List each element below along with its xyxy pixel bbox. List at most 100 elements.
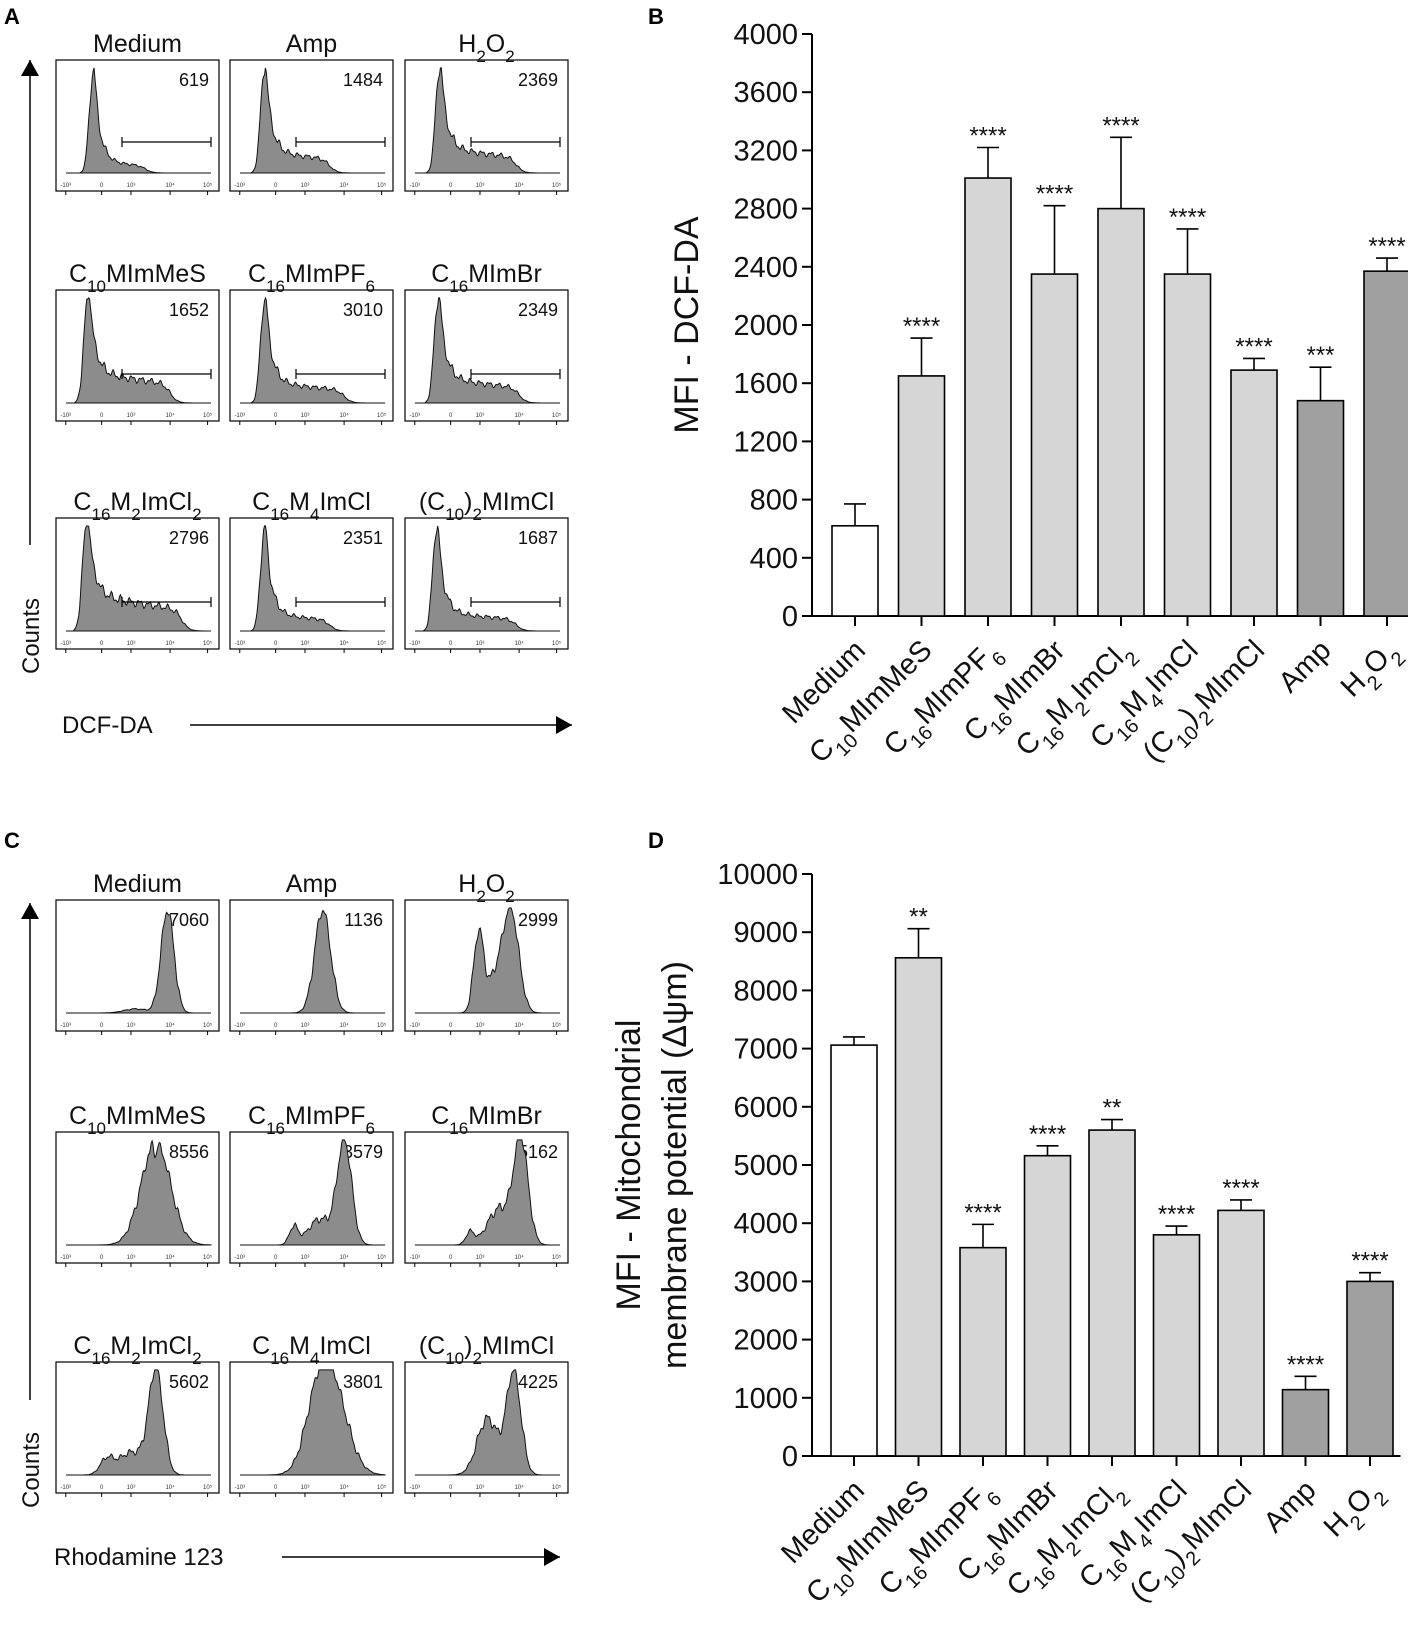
histogram-curve-c16mimpf6 (240, 1139, 385, 1246)
histogram-curve-c16m2imcl2 (66, 525, 211, 632)
histogram-tick-label: 0 (100, 413, 104, 419)
histogram-mfi-amp: 1484 (343, 70, 383, 90)
histogram-tick-label: 10³ (476, 183, 485, 189)
histogram-tick-label: 10⁵ (552, 412, 562, 419)
histogram-tick-label: 0 (100, 1485, 104, 1491)
significance-c16mimpf6: **** (969, 122, 1006, 149)
bar-c10mimmes (897, 375, 946, 617)
x-tick-label-amp: Amp (1258, 1474, 1323, 1539)
histogram-tick-label: -10³ (234, 1023, 245, 1029)
histogram-tick-label: 10³ (127, 1485, 136, 1491)
histogram-title-c16m4imcl: C16M4ImCl (252, 488, 371, 524)
histogram-tick-label: 10⁵ (377, 1484, 387, 1491)
histogram-mfi-h2o2: 2999 (518, 910, 558, 930)
y-axis-title-line2: membrane potential (Δψm) (656, 961, 694, 1369)
histogram-mfi-c10mimmes: 1652 (169, 300, 209, 320)
panel-letter-c: C (4, 828, 20, 853)
y-tick-label-6000: 6000 (733, 1092, 798, 1124)
histogram-tick-label: -10³ (409, 413, 420, 419)
x-tick-label-h2o2: H2O2 (1318, 1474, 1393, 1549)
histogram-curve-h2o2 (415, 67, 560, 174)
histogram-curve-c10-2mimcl (415, 1369, 560, 1476)
histogram-tick-label: -10³ (234, 1485, 245, 1491)
histogram-curve-c16m4imcl (240, 525, 385, 632)
histogram-tick-label: 0 (274, 413, 278, 419)
histogram-tick-label: 10⁴ (514, 640, 524, 647)
histogram-title-c16m2imcl2: C16M2ImCl2 (73, 488, 201, 524)
bar-medium (831, 524, 879, 617)
histogram-tick-label: 0 (449, 1255, 453, 1261)
bar-h2o2 (1346, 1280, 1394, 1457)
histogram-tick-label: 0 (449, 183, 453, 189)
histogram-tick-label: 10⁴ (339, 1484, 349, 1491)
histogram-tick-label: 10⁴ (339, 412, 349, 419)
histogram-title-c16mimbr: C16MImBr (431, 1102, 542, 1138)
histogram-tick-label: 10³ (301, 1485, 310, 1491)
panel-letter-a: A (4, 4, 20, 29)
panel-letter-d: D (648, 828, 664, 853)
significance-amp: **** (1287, 1351, 1324, 1378)
y-tick-label-2000: 2000 (733, 1325, 798, 1357)
histogram-tick-label: 10³ (476, 413, 485, 419)
panel-b-dcf-bar-chart: 0 400 800 1200 1600 2000 2400 2800 3200 3600 4000 M… (668, 19, 1408, 770)
histogram-tick-label: 0 (100, 183, 104, 189)
histogram-title-c10mimmes: C10MImMeS (69, 260, 206, 296)
y-tick-label-0: 0 (782, 601, 798, 633)
histogram-tick-label: 0 (449, 413, 453, 419)
histogram-tick-label: 10⁵ (377, 412, 387, 419)
significance-c10-2mimcl: **** (1222, 1175, 1259, 1202)
y-axis-title: MFI - DCF-DA (668, 216, 706, 434)
histogram-tick-label: 10⁵ (552, 1484, 562, 1491)
histogram-title-h2o2: H2O2 (458, 870, 514, 906)
histogram-title-c16m2imcl2: C16M2ImCl2 (73, 1332, 201, 1368)
histogram-box-c16m2imcl2 (55, 1361, 220, 1494)
y-tick-label-8000: 8000 (733, 975, 798, 1007)
histogram-title-medium: Medium (93, 30, 182, 58)
histogram-tick-label: 10⁵ (203, 1022, 213, 1029)
histogram-tick-label: 0 (449, 1023, 453, 1029)
y-tick-label-3200: 3200 (733, 135, 798, 167)
histogram-tick-label: 10⁴ (339, 1254, 349, 1261)
histogram-mfi-c16mimbr: 2349 (518, 300, 558, 320)
histogram-mfi-c10-2mimcl: 4225 (518, 1372, 558, 1392)
histogram-title-medium: Medium (93, 870, 182, 898)
significance-c16m4imcl: **** (1169, 204, 1206, 231)
significance-c16mimpf6: **** (964, 1199, 1001, 1226)
bar-c10mimmes (894, 957, 943, 1457)
histogram-tick-label: -10³ (60, 1255, 71, 1261)
histogram-title-c10-2mimcl: (C10)2MImCl (419, 488, 554, 524)
y-tick-label-800: 800 (750, 485, 798, 517)
counts-axis-arrow (21, 903, 39, 919)
histogram-tick-label: 0 (100, 1255, 104, 1261)
x-axis-label: DCF-DA (62, 712, 153, 739)
histogram-title-amp: Amp (286, 30, 337, 58)
significance-h2o2: **** (1351, 1248, 1388, 1275)
histogram-curve-c10mimmes (66, 297, 211, 404)
y-tick-label-10000: 10000 (717, 859, 798, 891)
panel-a-dcf-histograms: Medium 619 -10³ 0 10³ 10⁴ 10⁵ Amp 1484 -10³ 0 10³ 10… (18, 30, 572, 739)
histogram-tick-label: 10⁵ (377, 1254, 387, 1261)
significance-c10mimmes: ** (909, 904, 928, 931)
histogram-tick-label: 10³ (476, 1485, 485, 1491)
histogram-tick-label: 10⁴ (165, 412, 175, 419)
x-tick-label-group-amp: Amp (1258, 1474, 1323, 1539)
histogram-title-c16mimpf6: C16MImPF6 (248, 1102, 375, 1138)
histogram-tick-label: -10³ (234, 641, 245, 647)
histogram-tick-label: 10⁴ (165, 1254, 175, 1261)
y-tick-label-0: 0 (782, 1441, 798, 1473)
histogram-mfi-c16m2imcl2: 5602 (169, 1372, 209, 1392)
significance-c16m2imcl2: ** (1103, 1095, 1122, 1122)
significance-amp: *** (1306, 342, 1334, 369)
histogram-mfi-c16mimpf6: 3010 (343, 300, 383, 320)
bar-c10-2mimcl (1230, 369, 1278, 617)
histogram-tick-label: 10⁴ (514, 1484, 524, 1491)
histogram-mfi-h2o2: 2369 (518, 70, 558, 90)
histogram-tick-label: -10³ (60, 1023, 71, 1029)
panel-d-mitochondrial-bar-chart: 0 1000 2000 3000 4000 5000 6000 7000 8000 9000 100… (610, 859, 1401, 1610)
histogram-tick-label: -10³ (409, 1485, 420, 1491)
x-tick-label-group-amp: Amp (1273, 634, 1338, 699)
significance-c16mimbr: **** (1029, 1121, 1066, 1148)
bar-medium (830, 1044, 878, 1457)
y-tick-label-3600: 3600 (733, 77, 798, 109)
